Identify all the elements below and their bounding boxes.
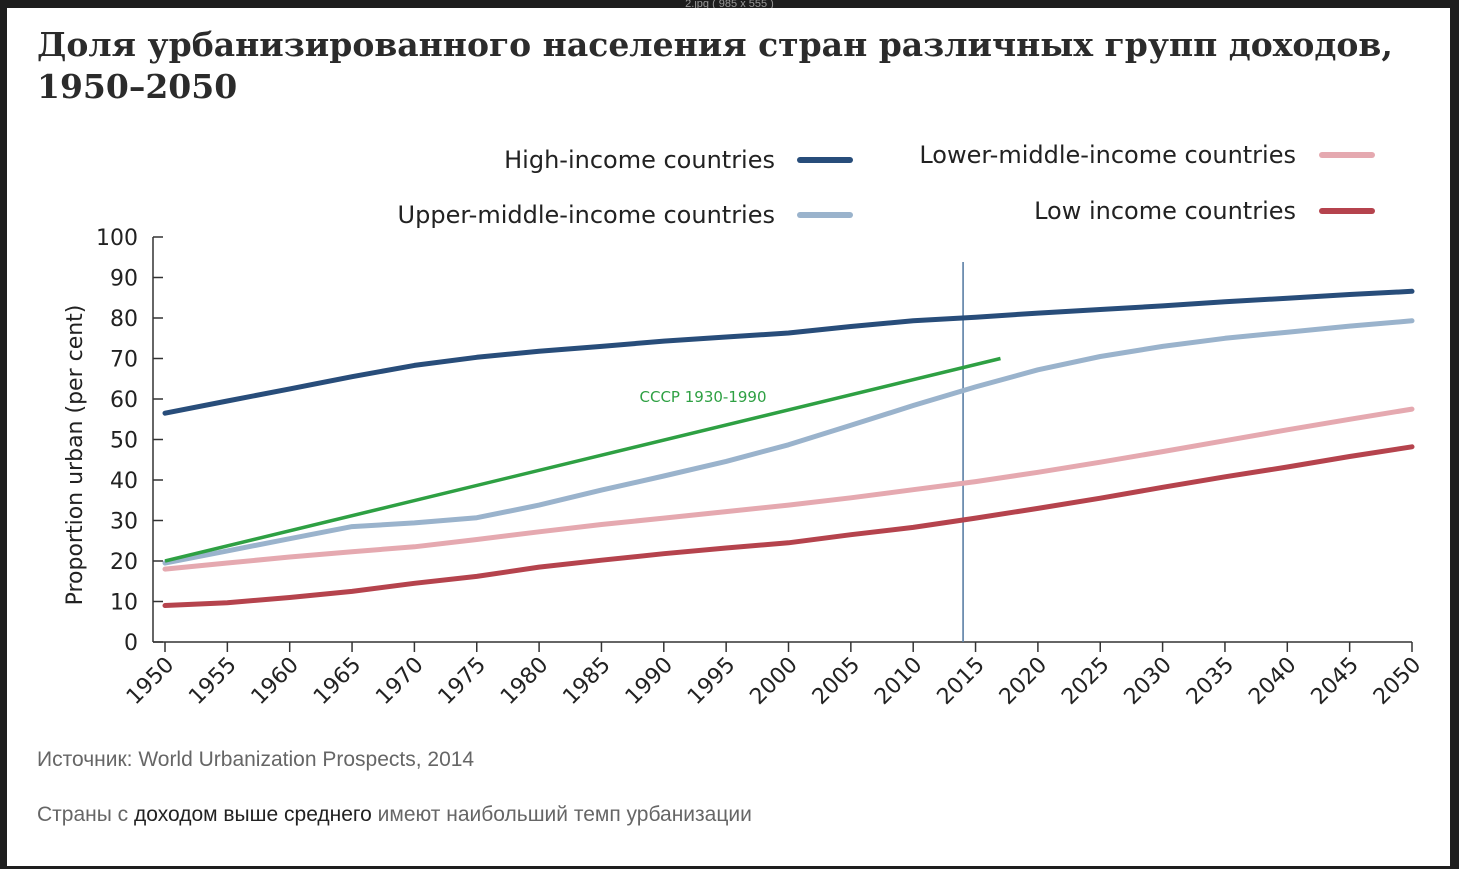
x-tick-label: 2015 [933,653,990,710]
x-tick-label: 2050 [1369,653,1426,710]
x-tick-label: 2025 [1057,653,1114,710]
x-tick-label: 2040 [1244,653,1301,710]
x-tick-label: 2045 [1307,653,1364,710]
x-tick-label: 2020 [995,653,1052,710]
x-tick-label: 1990 [621,653,678,710]
note-after: имеют наибольший темп урбанизации [371,803,752,826]
y-axis-label: Proportion urban (per cent) [63,305,88,606]
series-line-high [162,288,1415,416]
x-tick-label: 2010 [870,653,927,710]
x-tick-label: 1995 [683,653,740,710]
legend-label-low: Low income countries [1034,197,1296,225]
y-tick-label: 40 [110,469,138,494]
caption-note: Страны с доходом выше среднего имеют наи… [37,803,752,827]
y-tick-label: 60 [110,388,138,413]
y-tick-label: 10 [110,591,138,616]
x-tick-label: 1950 [122,653,179,710]
x-tick-label: 1985 [558,653,615,710]
annotations: СССР 1930-1990 [164,356,1001,563]
x-tick-label: 2030 [1120,653,1177,710]
legend-label-lower-middle: Lower-middle-income countries [919,141,1296,169]
ussr-trend-label: СССР 1930-1990 [640,388,767,406]
y-tick-label: 90 [110,267,138,292]
series-line-upper-middle [162,318,1415,566]
window-caption: 2.jpg ( 985 x 555 ) [685,0,774,8]
note-before: Страны с [37,803,135,826]
legend-label-high: High-income countries [504,146,775,174]
page-title: Доля урбанизированного населения стран р… [37,25,1393,106]
x-tick-label: 1970 [371,653,428,710]
y-tick-label: 80 [110,307,138,332]
x-tick-label: 1955 [184,653,241,710]
series-lines [162,288,1415,608]
series-line-lower-middle [162,406,1415,572]
x-tick-label: 1965 [309,653,366,710]
series-line-low [162,444,1415,608]
y-tick-label: 50 [110,429,138,454]
x-tick-label: 2035 [1182,653,1239,710]
y-tick-label: 30 [110,510,138,535]
image-frame: Доля урбанизированного населения стран р… [7,8,1450,866]
x-tick-label: 1980 [496,653,553,710]
note-highlight: доходом выше среднего [134,803,372,826]
y-tick-label: 100 [96,226,138,251]
x-tick-label: 2005 [808,653,865,710]
x-tick-label: 1960 [247,653,304,710]
ussr-trend-line [164,356,1001,563]
y-tick-label: 20 [110,550,138,575]
y-tick-label: 70 [110,348,138,373]
legend-label-upper-middle: Upper-middle-income countries [398,201,775,229]
source-text: Источник: World Urbanization Prospects, … [37,748,475,771]
legend: High-income countries Upper-middle-income… [398,141,1375,229]
y-tick-label: 0 [124,631,138,656]
x-tick-label: 1975 [434,653,491,710]
x-tick-label: 2000 [745,653,802,710]
